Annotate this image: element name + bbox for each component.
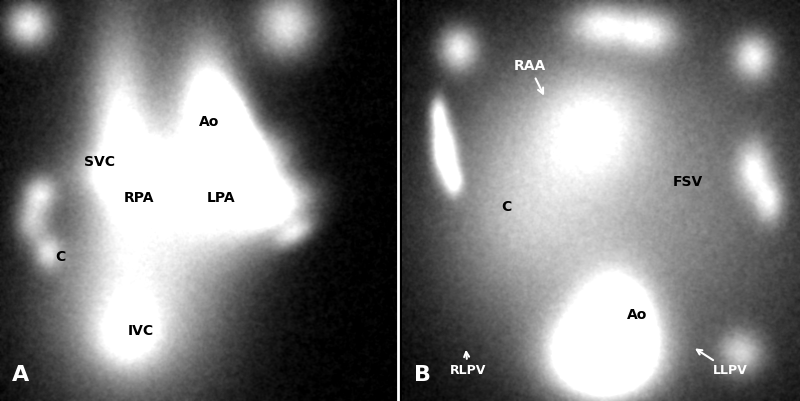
- Text: A: A: [12, 365, 29, 385]
- Text: RAA: RAA: [514, 59, 546, 94]
- Text: B: B: [414, 365, 431, 385]
- Text: IVC: IVC: [127, 324, 154, 338]
- Text: SVC: SVC: [83, 156, 114, 169]
- Text: C: C: [502, 200, 512, 213]
- Text: Ao: Ao: [199, 115, 219, 129]
- Text: LPA: LPA: [207, 192, 235, 205]
- Text: LLPV: LLPV: [697, 350, 747, 377]
- Text: C: C: [56, 250, 66, 263]
- Text: Ao: Ao: [627, 308, 647, 322]
- Text: RLPV: RLPV: [450, 352, 486, 377]
- Text: RPA: RPA: [123, 192, 154, 205]
- Text: FSV: FSV: [673, 176, 703, 189]
